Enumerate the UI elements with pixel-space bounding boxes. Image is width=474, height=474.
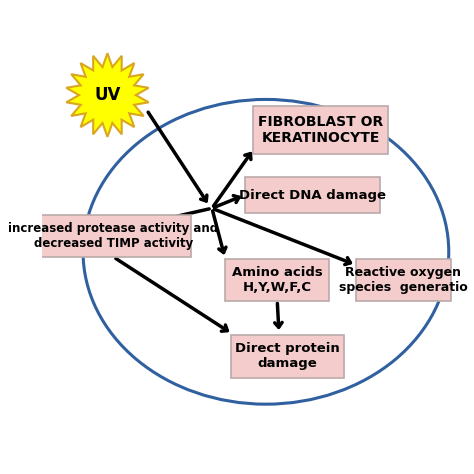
Text: Amino acids
H,Y,W,F,C: Amino acids H,Y,W,F,C (232, 265, 323, 294)
FancyBboxPatch shape (253, 106, 388, 154)
Text: FIBROBLAST OR
KERATINOCYTE: FIBROBLAST OR KERATINOCYTE (258, 115, 383, 145)
Text: Reactive oxygen
species  generatio: Reactive oxygen species generatio (339, 265, 468, 294)
Text: UV: UV (94, 86, 120, 104)
FancyBboxPatch shape (231, 335, 344, 378)
Text: Direct protein
damage: Direct protein damage (235, 342, 340, 370)
FancyBboxPatch shape (225, 259, 329, 301)
Polygon shape (66, 53, 148, 137)
Text: increased protease activity and
decreased TIMP activity: increased protease activity and decrease… (9, 222, 219, 250)
FancyBboxPatch shape (356, 259, 451, 301)
Text: Direct DNA damage: Direct DNA damage (238, 189, 385, 202)
FancyBboxPatch shape (36, 215, 191, 257)
FancyBboxPatch shape (245, 177, 380, 213)
